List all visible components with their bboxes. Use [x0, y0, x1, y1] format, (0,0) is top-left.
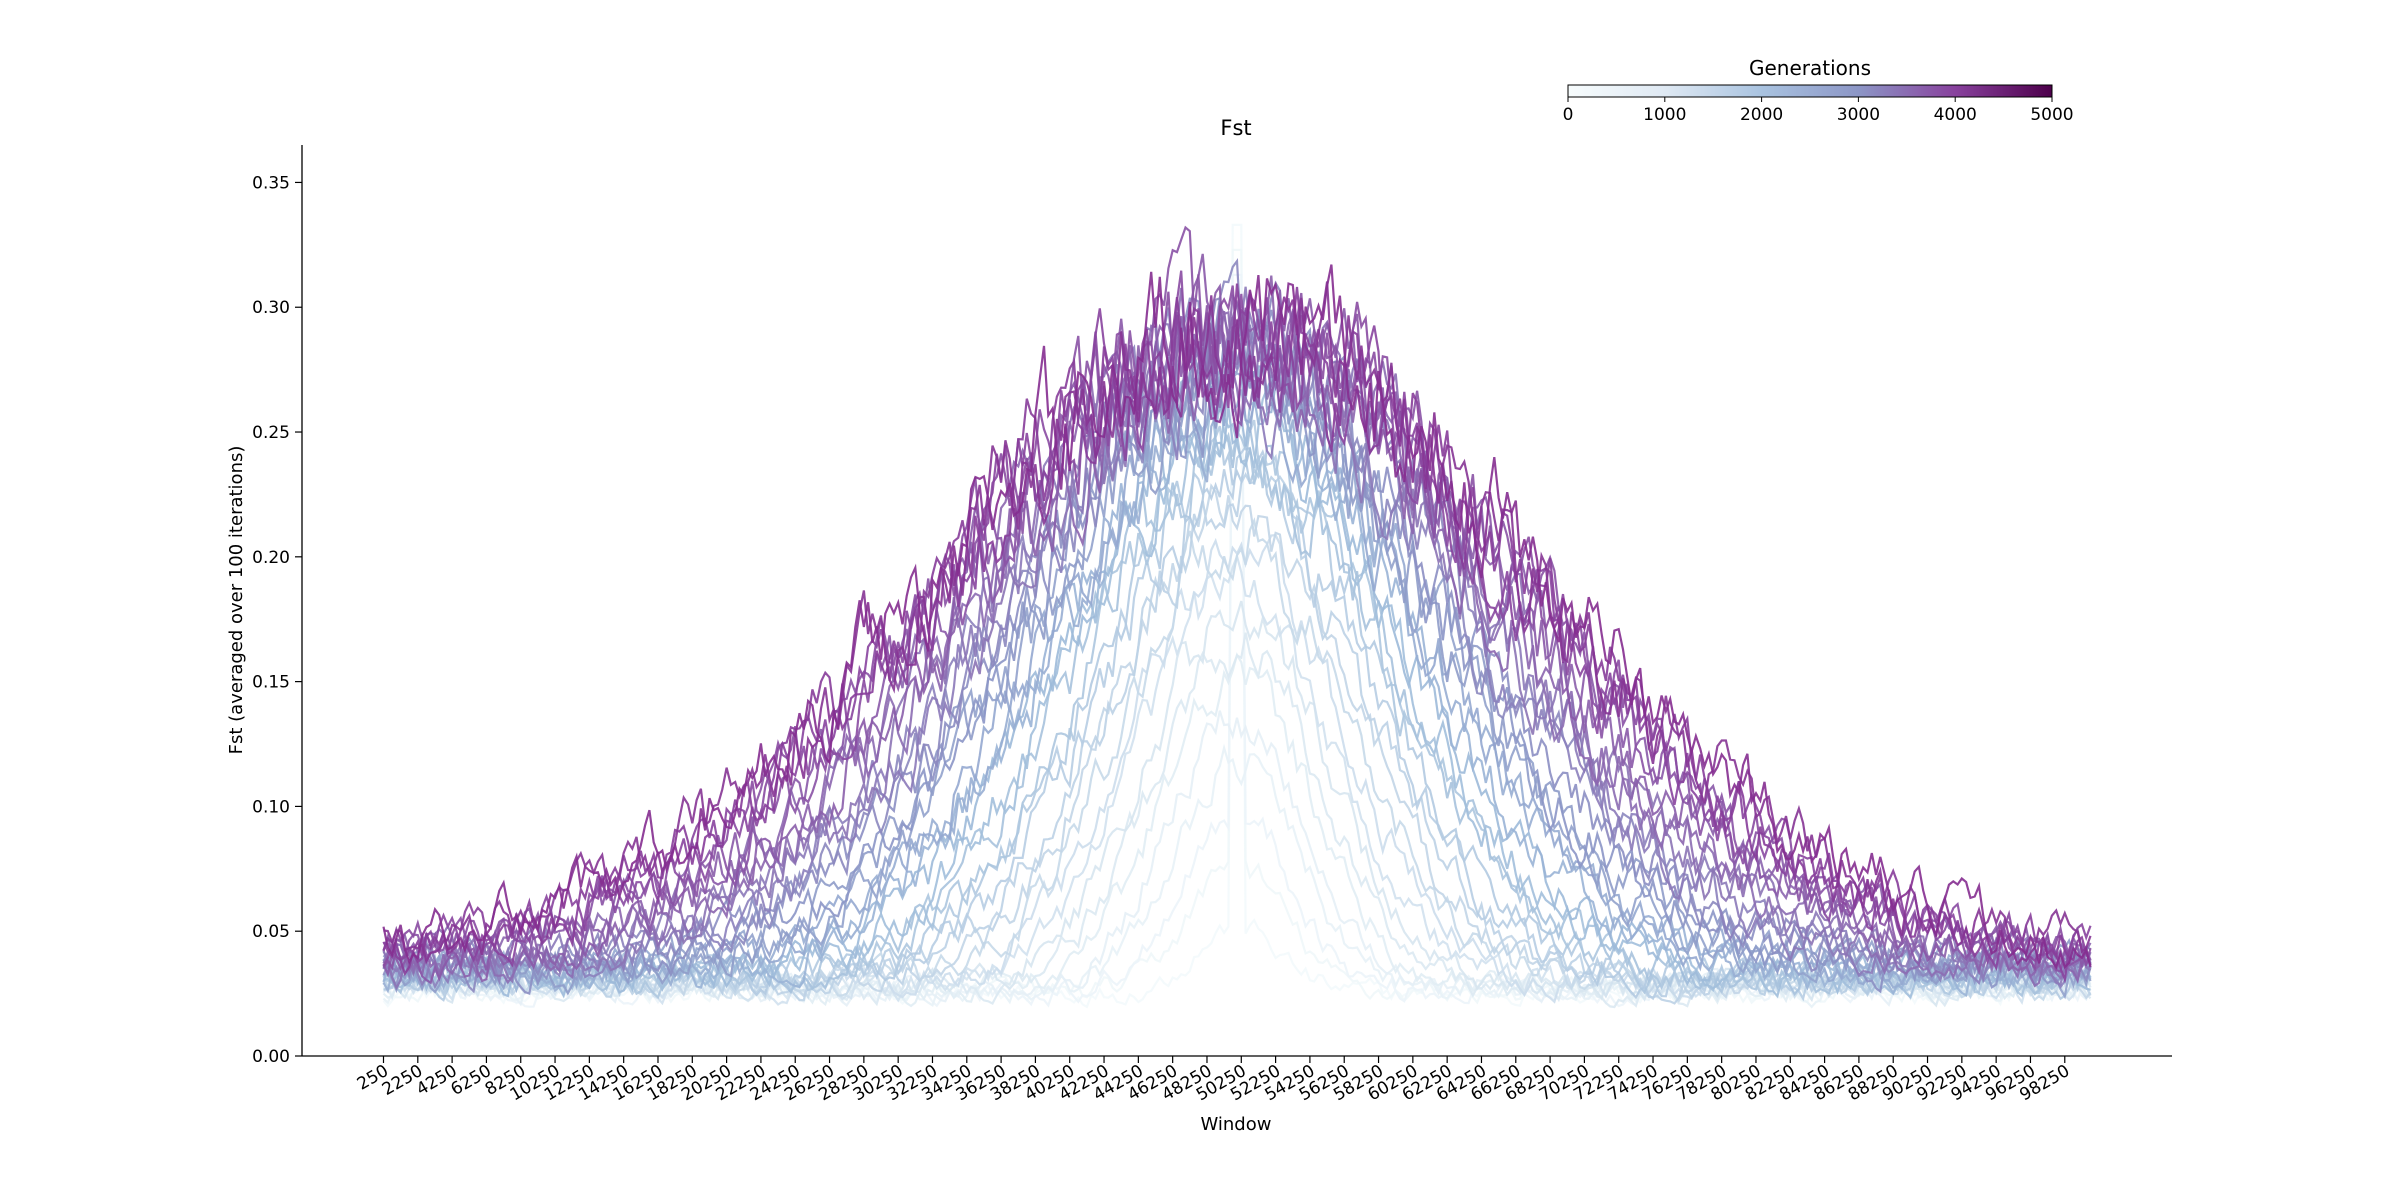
- colorbar-tick-label: 2000: [1740, 105, 1783, 125]
- colorbar-tick-label: 0: [1563, 105, 1574, 125]
- y-tick-label: 0.20: [252, 548, 290, 568]
- colorbar-tick-label: 3000: [1837, 105, 1880, 125]
- y-ticks: 0.00 0.05 0.10 0.15 0.20 0.25 0.30 0.35: [252, 173, 302, 1067]
- y-tick-label: 0.25: [252, 423, 290, 443]
- y-tick-label: 0.15: [252, 673, 290, 693]
- series-line: [382, 264, 2092, 970]
- axes: [301, 145, 2172, 1057]
- series-line: [382, 314, 2092, 991]
- x-ticks: 2502250425062508250102501225014250162501…: [354, 1056, 2073, 1105]
- y-tick-label: 0.35: [252, 173, 290, 193]
- colorbar-tick-label: 4000: [1934, 105, 1977, 125]
- series-line: [382, 283, 2092, 977]
- colorbar-ticks: 0 1000 2000 3000 4000 5000: [1563, 97, 2074, 125]
- y-tick-label: 0.30: [252, 298, 290, 318]
- series-layer: [382, 223, 2092, 1009]
- colorbar-title: Generations: [1749, 56, 1871, 80]
- colorbar: Generations 0 1000 2000 3000 4000 5000: [1563, 56, 2074, 125]
- y-tick-label: 0.05: [252, 922, 290, 942]
- chart-title: Fst: [1220, 116, 1251, 140]
- series-line: [382, 517, 2092, 1003]
- x-axis-label: Window: [1201, 1114, 1272, 1135]
- y-tick-label: 0.10: [252, 797, 290, 817]
- colorbar-gradient: [1567, 84, 2053, 98]
- series-line: [382, 305, 2091, 990]
- colorbar-tick-label: 1000: [1643, 105, 1686, 125]
- series-line: [382, 257, 2092, 994]
- y-axis-label: Fst (averaged over 100 iterations): [226, 446, 247, 755]
- y-tick-label: 0.00: [252, 1047, 290, 1067]
- colorbar-tick-label: 5000: [2030, 105, 2073, 125]
